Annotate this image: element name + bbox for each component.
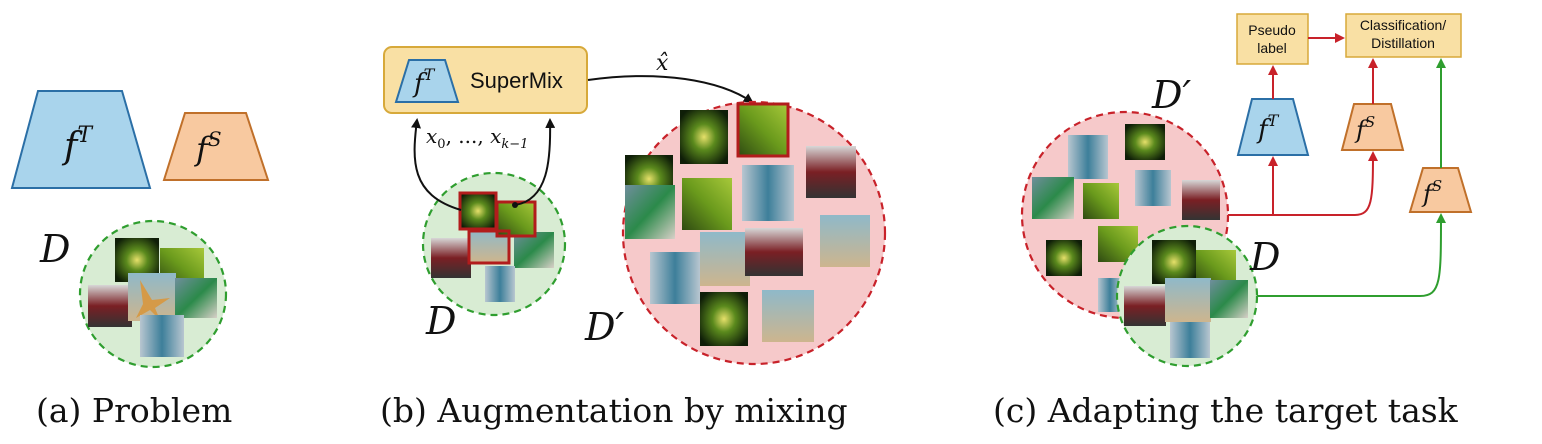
image-thumbnail-mixed bbox=[625, 185, 675, 239]
image-thumbnail-mixed bbox=[1046, 240, 1082, 276]
image-thumbnail-mixed bbox=[700, 292, 748, 346]
augmented-dataset-symbol: D′ bbox=[584, 305, 624, 349]
task-box bbox=[1345, 13, 1462, 58]
image-thumbnail-mixed bbox=[1083, 183, 1119, 219]
image-thumbnail-beetle bbox=[175, 278, 217, 318]
caption-a: (a) Problem bbox=[36, 391, 232, 430]
dataset-symbol: D bbox=[425, 299, 456, 343]
arrow-sample-right bbox=[514, 118, 556, 206]
image-thumbnail-mixed bbox=[1125, 124, 1165, 160]
image-thumbnail-mixed bbox=[682, 178, 732, 230]
pseudo-label-line2: label bbox=[1257, 40, 1287, 56]
task-label-line1: Classification/ bbox=[1360, 17, 1446, 33]
student-model-shape bbox=[162, 112, 270, 181]
panel-a: fT fS D (a) Problem bbox=[10, 90, 270, 430]
image-thumbnail-beetle bbox=[514, 232, 554, 268]
arrow-augmented-to-teacher bbox=[1228, 156, 1278, 216]
image-thumbnail-starfish bbox=[128, 273, 176, 321]
dataset-thumbnails bbox=[431, 191, 554, 302]
caption-b: (b) Augmentation by mixing bbox=[380, 391, 848, 430]
augmented-dataset-symbol: D′ bbox=[1151, 73, 1191, 117]
caption-c: (c) Adapting the target task bbox=[993, 391, 1459, 430]
image-thumbnail-mixed bbox=[1032, 177, 1074, 219]
dataset-symbol: D bbox=[39, 227, 70, 271]
image-thumbnail-mixed bbox=[1135, 170, 1171, 206]
panel-c: Pseudo label Classification/ Distillatio… bbox=[993, 13, 1473, 430]
image-thumbnail-mixed bbox=[745, 228, 803, 276]
image-thumbnail-mixed bbox=[742, 165, 794, 221]
image-thumbnail-butterfly bbox=[485, 266, 515, 302]
image-thumbnail-mixed bbox=[1068, 135, 1108, 179]
image-thumbnail-butterfly bbox=[140, 315, 184, 357]
arrow-sample-left bbox=[411, 118, 462, 211]
image-thumbnail-mixed bbox=[820, 215, 870, 267]
image-thumbnail-mixed bbox=[650, 252, 700, 304]
arrow-origin-dot bbox=[512, 202, 518, 208]
dataset-thumbnails bbox=[88, 238, 217, 357]
arrow-augmented-to-student bbox=[1273, 151, 1378, 216]
image-thumbnail-beetle bbox=[1210, 280, 1248, 318]
image-thumbnail-mixed bbox=[680, 110, 728, 164]
pseudo-label-box bbox=[1236, 13, 1309, 65]
image-thumbnail-mixed bbox=[762, 290, 814, 342]
dataset-thumbnails bbox=[1124, 240, 1248, 358]
output-label: x̂ bbox=[656, 51, 669, 76]
student-model-shape bbox=[1340, 103, 1405, 151]
supermix-label: SuperMix bbox=[470, 68, 563, 93]
teacher-model-shape bbox=[10, 90, 152, 189]
augmented-thumbnails bbox=[1032, 124, 1220, 312]
selected-thumbnail-starfish bbox=[467, 229, 511, 265]
image-thumbnail-starfish bbox=[1165, 278, 1211, 322]
selected-thumbnail-flower bbox=[458, 191, 498, 231]
arrow-dataset-to-student bbox=[1257, 213, 1446, 297]
augmented-thumbnails bbox=[625, 102, 870, 346]
panel-b: fT SuperMix x0, ..., xk−1 x̂ bbox=[380, 46, 887, 430]
arrow-output bbox=[587, 75, 754, 104]
generated-thumbnail-highlighted bbox=[736, 102, 790, 158]
image-thumbnail-mixed bbox=[806, 146, 856, 198]
teacher-model-shape bbox=[394, 59, 460, 103]
inputs-label: x0, ..., xk−1 bbox=[426, 124, 528, 152]
starfish-icon bbox=[136, 280, 170, 320]
image-thumbnail-bus bbox=[1124, 286, 1166, 326]
image-thumbnail-mixed bbox=[700, 232, 750, 286]
task-label-line2: Distillation bbox=[1371, 35, 1435, 51]
image-thumbnail-flower bbox=[1152, 240, 1196, 284]
image-thumbnail-bus bbox=[431, 238, 471, 278]
dataset-symbol: D bbox=[1249, 235, 1280, 279]
image-thumbnail-butterfly bbox=[1170, 322, 1210, 358]
pseudo-label-line1: Pseudo bbox=[1248, 22, 1296, 38]
teacher-model-shape bbox=[1236, 98, 1310, 156]
image-thumbnail-mixed bbox=[1182, 180, 1220, 220]
student-model-shape-2 bbox=[1408, 167, 1473, 213]
image-thumbnail-bus bbox=[88, 285, 132, 327]
